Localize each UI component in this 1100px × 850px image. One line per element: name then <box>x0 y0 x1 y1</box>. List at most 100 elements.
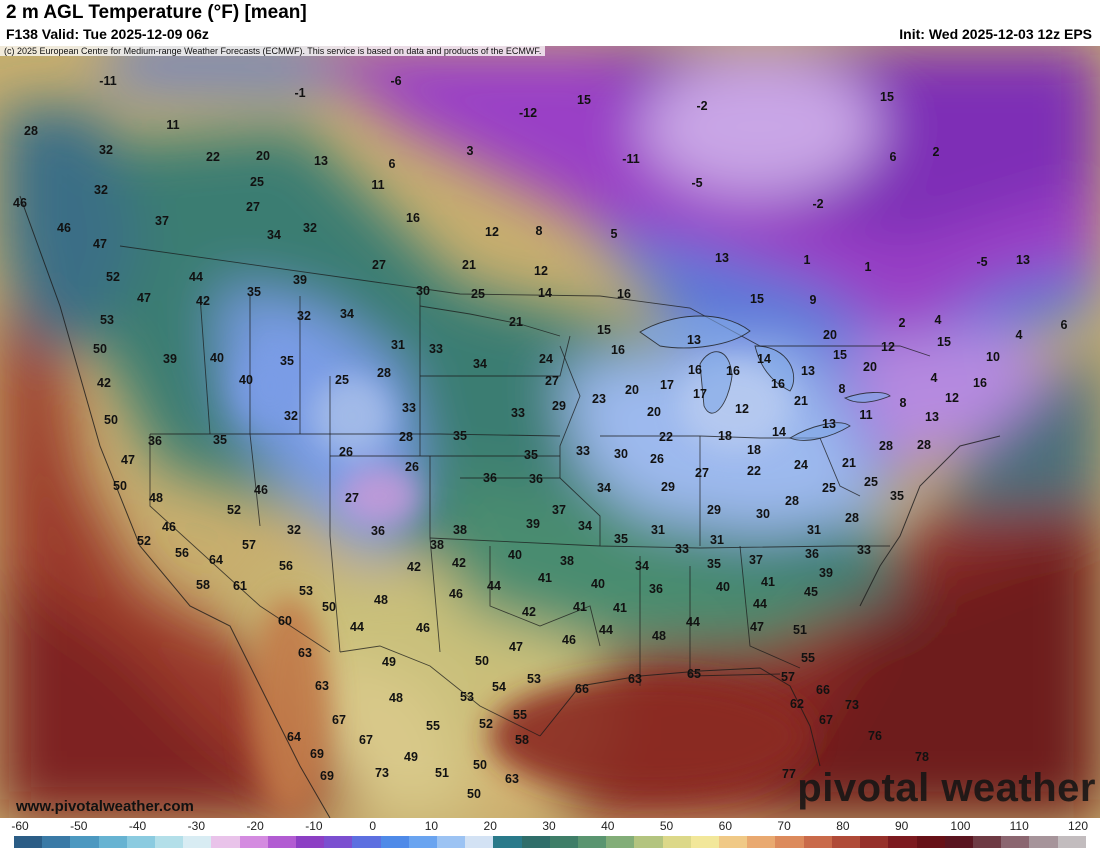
temperature-value-label: 13 <box>687 332 701 347</box>
temperature-value-label: -11 <box>622 151 640 166</box>
colorbar-segment <box>1057 836 1086 848</box>
temperature-value-label: 16 <box>617 286 631 301</box>
temperature-value-label: 15 <box>750 291 764 306</box>
temperature-value-label: 47 <box>509 639 523 654</box>
temperature-value-label: 52 <box>227 502 241 517</box>
temperature-value-label: 40 <box>239 372 253 387</box>
temperature-value-label: 35 <box>890 488 904 503</box>
temperature-value-label: 29 <box>707 502 721 517</box>
temperature-value-label: 32 <box>303 220 317 235</box>
temperature-value-label: 13 <box>801 363 815 378</box>
temperature-value-label: 60 <box>278 613 292 628</box>
temperature-value-label: 21 <box>842 455 856 470</box>
colorbar-segment <box>634 836 663 848</box>
temperature-value-label: 37 <box>155 213 169 228</box>
temperature-value-label: 1 <box>803 252 811 267</box>
temperature-value-label: 38 <box>453 522 467 537</box>
temperature-value-label: 27 <box>345 490 359 505</box>
colorbar-segment <box>183 836 212 848</box>
temperature-value-label: 49 <box>404 749 418 764</box>
temperature-value-label: 46 <box>416 620 430 635</box>
temperature-value-label: 12 <box>945 390 959 405</box>
temperature-value-label: 20 <box>823 327 837 342</box>
temperature-value-label: 48 <box>374 592 388 607</box>
temperature-value-label: 12 <box>534 263 548 278</box>
colorbar-segment <box>14 836 43 848</box>
temperature-value-label: 67 <box>819 712 833 727</box>
temperature-value-label: 5 <box>610 226 618 241</box>
header: 2 m AGL Temperature (°F) [mean] F138 Val… <box>0 0 1100 46</box>
temperature-value-label: 26 <box>405 459 419 474</box>
map-title: 2 m AGL Temperature (°F) [mean] <box>6 2 307 23</box>
temperature-value-label: 46 <box>13 195 27 210</box>
temperature-value-label: 20 <box>863 359 877 374</box>
temperature-value-label: 31 <box>651 522 665 537</box>
temperature-value-label: -12 <box>518 105 538 120</box>
temperature-value-label: 42 <box>452 555 466 570</box>
temperature-value-label: 78 <box>915 749 929 764</box>
temperature-value-label: 14 <box>757 351 771 366</box>
temperature-value-label: 46 <box>254 482 268 497</box>
temperature-value-label: 11 <box>166 117 180 132</box>
colorbar-segment <box>239 836 268 848</box>
temperature-value-label: 33 <box>857 542 871 557</box>
colorbar-tick-label: -50 <box>70 819 88 833</box>
temperature-value-label: 50 <box>467 786 481 801</box>
temperature-field <box>0 46 1100 818</box>
temperature-value-label: 15 <box>937 334 951 349</box>
temperature-value-label: 50 <box>93 341 107 356</box>
temperature-value-label: 50 <box>113 478 127 493</box>
temperature-value-label: 36 <box>371 523 385 538</box>
temperature-value-label: 15 <box>833 347 847 362</box>
temperature-value-label: -1 <box>294 85 306 100</box>
temperature-value-label: 28 <box>24 123 38 138</box>
temperature-value-label: 17 <box>660 377 674 392</box>
temperature-value-label: 39 <box>819 565 833 580</box>
temperature-value-label: 30 <box>416 283 430 298</box>
temperature-map[interactable]: (c) 2025 European Centre for Medium-rang… <box>0 46 1100 818</box>
colorbar-tick-label: 90 <box>894 819 909 833</box>
temperature-value-label: 57 <box>242 537 256 552</box>
temperature-value-label: -5 <box>691 175 703 190</box>
temperature-value-label: 36 <box>148 433 162 448</box>
temperature-value-label: 35 <box>707 556 721 571</box>
temperature-value-label: 37 <box>749 552 763 567</box>
temperature-value-label: 16 <box>973 375 987 390</box>
colorbar-tick-label: 60 <box>718 819 733 833</box>
temperature-value-label: 16 <box>771 376 785 391</box>
temperature-value-label: -6 <box>390 73 402 88</box>
temperature-value-label: 56 <box>279 558 293 573</box>
temperature-value-label: 10 <box>986 349 1000 364</box>
temperature-value-label: 11 <box>371 177 385 192</box>
colorbar-segment <box>888 836 917 848</box>
temperature-value-label: 73 <box>375 765 389 780</box>
temperature-value-label: 61 <box>233 578 247 593</box>
temperature-value-label: 50 <box>473 757 487 772</box>
colorbar-tick-label: 10 <box>424 819 439 833</box>
temperature-value-label: 18 <box>747 442 761 457</box>
temperature-value-label: 42 <box>97 375 111 390</box>
colorbar-segment <box>437 836 466 848</box>
colorbar-segment <box>803 836 832 848</box>
temperature-value-label: 4 <box>1015 327 1023 342</box>
temperature-value-label: 47 <box>93 236 107 251</box>
temperature-value-label: 14 <box>772 424 786 439</box>
temperature-value-label: 6 <box>388 156 396 171</box>
temperature-value-label: 53 <box>100 312 114 327</box>
temperature-value-label: 31 <box>807 522 821 537</box>
temperature-value-label: 46 <box>562 632 576 647</box>
temperature-value-label: 28 <box>399 429 413 444</box>
temperature-value-label: 33 <box>675 541 689 556</box>
temperature-value-label: 32 <box>99 142 113 157</box>
temperature-value-label: 44 <box>350 619 364 634</box>
temperature-value-label: 34 <box>340 306 354 321</box>
colorbar-tick-label: 40 <box>601 819 615 833</box>
colorbar-segment <box>662 836 691 848</box>
temperature-value-label: 28 <box>377 365 391 380</box>
colorbar-tick-label: 20 <box>483 819 497 833</box>
temperature-value-label: 56 <box>175 545 189 560</box>
site-url[interactable]: www.pivotalweather.com <box>16 798 194 815</box>
temperature-value-label: 18 <box>718 428 732 443</box>
colorbar-segment <box>860 836 889 848</box>
colorbar-segment <box>408 836 438 848</box>
